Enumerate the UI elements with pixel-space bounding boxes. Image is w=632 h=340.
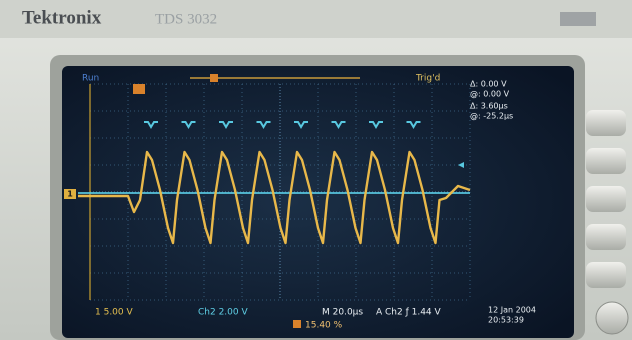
time: 20:53:39 xyxy=(488,316,524,325)
brand: Tektronix xyxy=(22,7,102,28)
position: 15.40 % xyxy=(305,321,343,331)
date: 12 Jan 2004 xyxy=(488,306,536,315)
menu-button[interactable] xyxy=(586,262,626,288)
page: Tektronix TDS 3032 Run Trig'd Δ: 0.00 V … xyxy=(0,0,632,340)
cursor-at-v: @: 0.00 V xyxy=(470,90,510,99)
record-marker xyxy=(210,74,218,82)
cursor-delta-v: Δ: 0.00 V xyxy=(470,80,507,89)
timebase: M 20.0μs xyxy=(322,308,363,318)
oscilloscope-photo: Tektronix TDS 3032 Run Trig'd Δ: 0.00 V … xyxy=(0,0,632,340)
cursor-at-t: @: -25.2μs xyxy=(470,112,513,121)
cursor-delta-t: Δ: 3.60μs xyxy=(470,102,508,111)
ch2-scale: Ch2 2.00 V xyxy=(198,308,248,318)
menu-button[interactable] xyxy=(586,186,626,212)
model: TDS 3032 xyxy=(155,11,217,27)
menu-button[interactable] xyxy=(586,148,626,174)
badge xyxy=(560,12,596,26)
trigger-marker xyxy=(133,84,145,94)
menu-off-button[interactable] xyxy=(596,302,628,334)
menu-button[interactable] xyxy=(586,224,626,250)
position-icon xyxy=(293,320,301,328)
ch1-marker: 1 xyxy=(67,190,73,199)
status: Run xyxy=(82,74,99,84)
trigger-setting: A Ch2 ƒ 1.44 V xyxy=(376,308,442,318)
ch1-scale: 1 5.00 V xyxy=(95,308,133,318)
trigger-state: Trig'd xyxy=(415,74,440,84)
menu-button[interactable] xyxy=(586,110,626,136)
